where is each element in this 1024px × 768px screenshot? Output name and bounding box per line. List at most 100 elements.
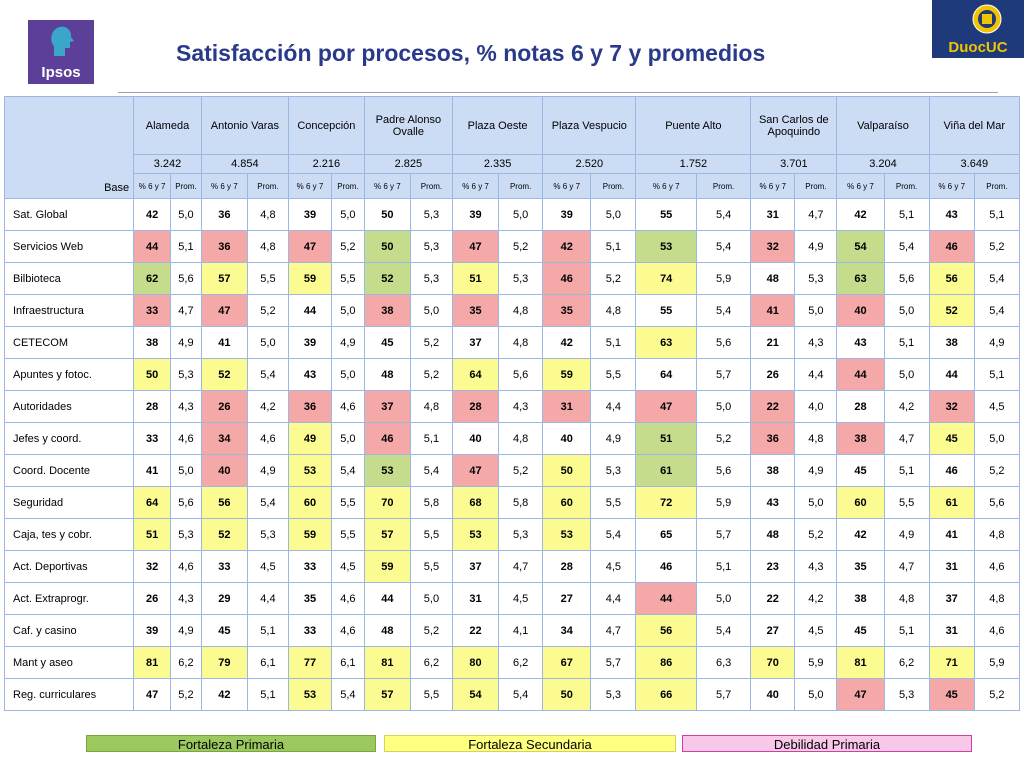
pct-cell: 50	[363, 198, 411, 231]
prom-cell: 5,6	[695, 326, 752, 359]
pct-cell: 53	[287, 454, 333, 487]
prom-cell: 4,2	[883, 390, 930, 423]
pct-cell: 56	[635, 614, 697, 647]
pct-cell: 44	[287, 294, 333, 327]
pct-cell: 72	[635, 486, 697, 519]
prom-cell: 6,2	[170, 646, 202, 679]
row-label: Caja, tes y cobr.	[3, 518, 135, 551]
pct-cell: 26	[750, 358, 796, 391]
base-count: 3.204	[836, 154, 930, 174]
prom-cell: 5,9	[794, 646, 838, 679]
row-label: Autoridades	[3, 390, 135, 423]
pct-cell: 46	[363, 422, 411, 455]
subheader-prom: Prom.	[331, 173, 365, 199]
prom-cell: 5,6	[883, 262, 930, 295]
table-row: Jefes y coord. 33 4,6 34 4,6 49 5,0 46 5,1 40 4,8 4…	[3, 422, 1021, 455]
pct-cell: 71	[928, 646, 975, 679]
pct-cell: 44	[133, 230, 172, 263]
prom-cell: 5,4	[246, 486, 289, 519]
prom-cell: 5,1	[695, 550, 752, 583]
pct-cell: 43	[836, 326, 885, 359]
pct-cell: 77	[287, 646, 333, 679]
pct-cell: 40	[542, 422, 592, 455]
prom-cell: 5,6	[170, 486, 202, 519]
pct-cell: 47	[200, 294, 248, 327]
pct-cell: 26	[200, 390, 248, 423]
pct-cell: 51	[451, 262, 500, 295]
row-label: Apuntes y fotoc.	[3, 358, 135, 391]
pct-cell: 39	[287, 326, 333, 359]
pct-cell: 81	[363, 646, 411, 679]
prom-cell: 5,0	[246, 326, 289, 359]
pct-cell: 45	[200, 614, 248, 647]
subheader-pct: % 6 y 7	[287, 173, 333, 199]
table-row: Infraestructura 33 4,7 47 5,2 44 5,0 38 5,0 35 4,8…	[3, 294, 1021, 327]
prom-cell: 5,4	[590, 518, 637, 551]
pct-cell: 41	[133, 454, 172, 487]
prom-cell: 5,0	[883, 294, 930, 327]
pct-cell: 42	[836, 198, 885, 231]
pct-cell: 53	[363, 454, 411, 487]
prom-cell: 5,6	[695, 454, 752, 487]
column-header: Plaza Vespucio	[542, 96, 637, 155]
prom-cell: 5,2	[409, 326, 453, 359]
base-count: 3.701	[750, 154, 838, 174]
prom-cell: 4,4	[590, 582, 637, 615]
pct-cell: 46	[635, 550, 697, 583]
prom-cell: 5,0	[883, 358, 930, 391]
pct-cell: 53	[542, 518, 592, 551]
pct-cell: 60	[542, 486, 592, 519]
pct-cell: 40	[200, 454, 248, 487]
prom-cell: 5,2	[973, 230, 1021, 263]
pct-cell: 45	[928, 678, 975, 711]
prom-cell: 5,3	[883, 678, 930, 711]
pct-cell: 37	[451, 326, 500, 359]
pct-cell: 63	[836, 262, 885, 295]
prom-cell: 5,0	[331, 358, 365, 391]
prom-cell: 5,2	[331, 230, 365, 263]
pct-cell: 35	[451, 294, 500, 327]
pct-cell: 36	[750, 422, 796, 455]
prom-cell: 5,5	[409, 518, 453, 551]
pct-cell: 35	[542, 294, 592, 327]
table-row: Act. Deportivas 32 4,6 33 4,5 33 4,5 59 5,5 37 4,7…	[3, 550, 1021, 583]
pct-cell: 47	[451, 454, 500, 487]
prom-cell: 5,9	[695, 262, 752, 295]
pct-cell: 80	[451, 646, 500, 679]
pct-cell: 46	[542, 262, 592, 295]
pct-cell: 29	[200, 582, 248, 615]
prom-cell: 5,6	[498, 358, 544, 391]
pct-cell: 38	[928, 326, 975, 359]
pct-cell: 33	[287, 550, 333, 583]
prom-cell: 5,2	[409, 614, 453, 647]
row-label: Bilbioteca	[3, 262, 135, 295]
pct-cell: 45	[836, 454, 885, 487]
prom-cell: 5,3	[498, 262, 544, 295]
base-count: 4.854	[200, 154, 289, 174]
pct-cell: 52	[928, 294, 975, 327]
pct-cell: 31	[750, 198, 796, 231]
prom-cell: 5,1	[973, 198, 1021, 231]
prom-cell: 5,0	[331, 198, 365, 231]
prom-cell: 5,2	[794, 518, 838, 551]
prom-cell: 5,0	[695, 582, 752, 615]
prom-cell: 5,4	[695, 614, 752, 647]
prom-cell: 4,2	[246, 390, 289, 423]
satisfaction-table: Base Alameda Antonio Varas Concepción Padre …	[3, 96, 1021, 711]
prom-cell: 6,3	[695, 646, 752, 679]
prom-cell: 5,4	[246, 358, 289, 391]
prom-cell: 5,3	[409, 262, 453, 295]
subheader-pct: % 6 y 7	[836, 173, 885, 199]
pct-cell: 68	[451, 486, 500, 519]
prom-cell: 4,6	[331, 390, 365, 423]
table-row: CETECOM 38 4,9 41 5,0 39 4,9 45 5,2 37 4,8 42 5,1 63 5…	[3, 326, 1021, 359]
pct-cell: 42	[133, 198, 172, 231]
page-title: Satisfacción por procesos, % notas 6 y 7…	[176, 40, 766, 66]
pct-cell: 37	[928, 582, 975, 615]
prom-cell: 5,5	[331, 486, 365, 519]
subheader-prom: Prom.	[973, 173, 1021, 199]
prom-cell: 5,5	[590, 486, 637, 519]
ipsos-wordmark: Ipsos	[41, 64, 81, 81]
prom-cell: 5,3	[590, 454, 637, 487]
prom-cell: 6,1	[331, 646, 365, 679]
